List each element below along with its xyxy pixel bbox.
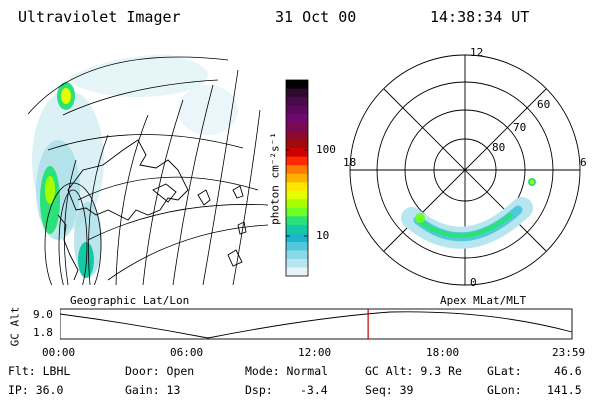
mlt-label-12: 12 (470, 46, 484, 59)
dsp-value: -3.4 (300, 383, 328, 397)
glon-label: GLon: (487, 383, 522, 397)
filter-readout: Flt: LBHL (8, 364, 71, 378)
colorbar-cell (286, 105, 308, 115)
colorbar-cell (286, 216, 308, 226)
observation-date: 31 Oct 00 (275, 8, 357, 26)
colorbar-tick-100: 100 (316, 143, 336, 156)
colorbar-cell (286, 88, 308, 98)
ip-readout: IP: 36.0 (8, 383, 64, 397)
mlt-label-6: 6 (580, 156, 587, 169)
alt-ylabel: GC Alt (8, 306, 22, 347)
colorbar-cell (286, 156, 308, 166)
door-readout: Door: Open (125, 364, 195, 378)
colorbar-cell (286, 173, 308, 183)
colorbar-cell (286, 97, 308, 107)
colorbar-cell (286, 267, 308, 277)
observation-time: 14:38:34 UT (430, 8, 530, 26)
colorbar-cell (286, 165, 308, 175)
colorbar-cell (286, 190, 308, 200)
glat-value: 46.6 (554, 364, 582, 378)
mlat-label-80: 80 (492, 141, 506, 154)
altitude-curve (60, 311, 573, 339)
colorbar-cell (286, 233, 308, 243)
orbit-altitude-plot (60, 308, 573, 340)
colorbar-label: photon cm⁻²s⁻¹ (268, 132, 282, 225)
colorbar-cell (286, 224, 308, 234)
alt-ytick-1.8: 1.8 (33, 326, 53, 339)
colorbar-cell (286, 122, 308, 132)
mlat-label-60: 60 (537, 98, 551, 111)
polar-panel-label: Apex MLat/MLT (440, 294, 527, 307)
alt-ytick-9: 9.0 (33, 308, 53, 321)
colorbar-cell (286, 80, 308, 90)
polar-grid (349, 54, 581, 286)
colorbar-cell (286, 182, 308, 192)
polar-mlat-mlt-panel (349, 54, 581, 286)
geographic-panel-label: Geographic Lat/Lon (70, 294, 190, 307)
gain-readout: Gain: 13 (125, 383, 181, 397)
colorbar-cell (286, 250, 308, 260)
glon-value: 141.5 (547, 383, 582, 397)
seq-readout: Seq: 39 (365, 383, 414, 397)
colorbar-cell (286, 207, 308, 217)
alt-xtick-0000: 00:00 (42, 346, 76, 359)
mlt-label-0: 0 (470, 276, 477, 289)
colorbar-cell (286, 114, 308, 124)
aurora-oval (401, 178, 536, 249)
colorbar-tick-10: 10 (316, 229, 330, 242)
alt-xtick-2359: 23:59 (552, 346, 586, 359)
gc-alt-readout: GC Alt: 9.3 Re (365, 364, 462, 378)
colorbar-cell (286, 241, 308, 251)
mlt-label-18: 18 (343, 156, 357, 169)
mlat-label-70: 70 (513, 121, 527, 134)
colorbar-cell (286, 131, 308, 141)
colorbar-cell (286, 148, 308, 158)
colorbar-cell (286, 258, 308, 268)
alt-xtick-1200: 12:00 (298, 346, 332, 359)
alt-xtick-0600: 06:00 (170, 346, 204, 359)
intensity-color-bar (285, 79, 309, 277)
mode-readout: Mode: Normal (245, 364, 329, 378)
instrument-title: Ultraviolet Imager (18, 8, 181, 26)
geographic-image-panel (28, 54, 268, 285)
coastlines (57, 139, 247, 281)
colorbar-cell (286, 199, 308, 209)
dsp-label: Dsp: (245, 383, 273, 397)
alt-xtick-1800: 18:00 (426, 346, 460, 359)
colorbar-cell (286, 139, 308, 149)
aurora-emission (40, 82, 94, 278)
glat-label: GLat: (487, 364, 522, 378)
